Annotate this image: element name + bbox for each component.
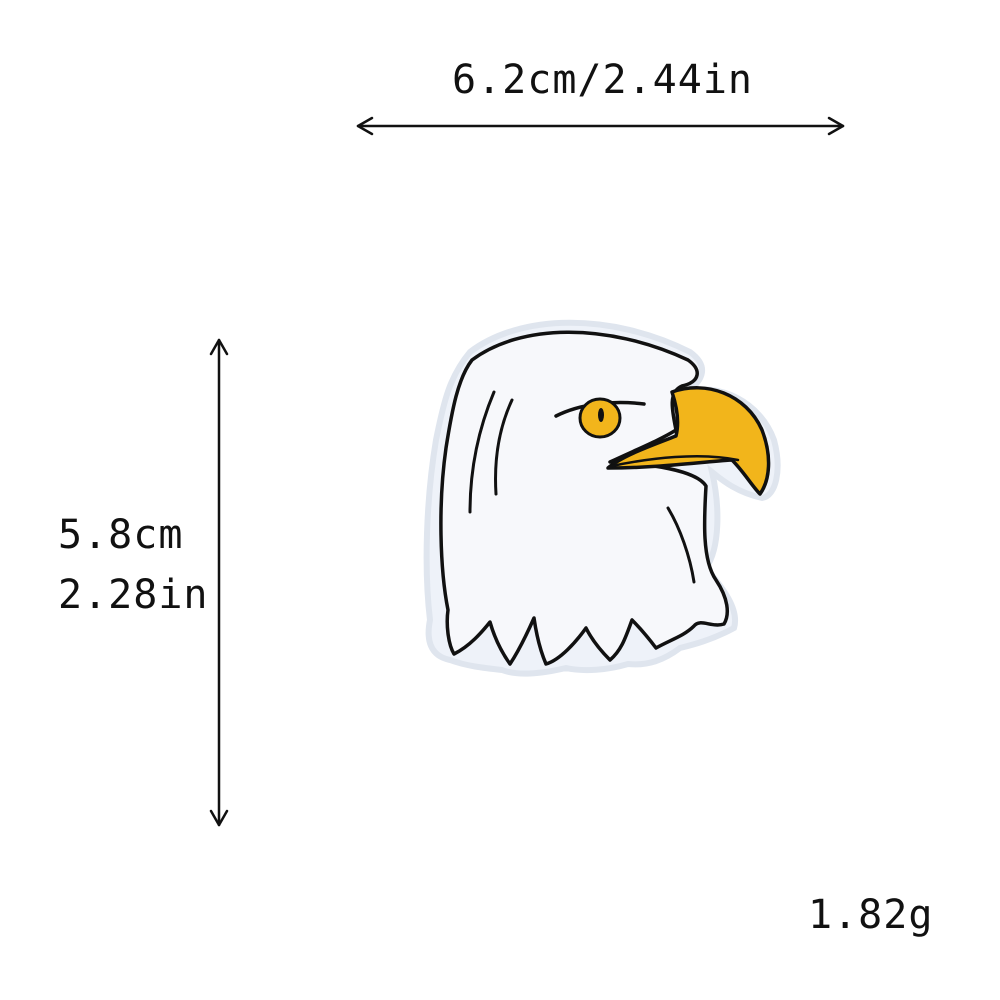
height-dimension-cm-label: 5.8cm xyxy=(58,512,184,558)
feather-lines xyxy=(468,390,696,584)
width-dimension-label: 6.2cm/2.44in xyxy=(452,57,753,103)
eagle-head xyxy=(439,330,730,666)
eagle-beak-line xyxy=(610,454,740,468)
height-arrow-icon xyxy=(209,338,229,827)
eagle-eye-icon xyxy=(578,397,622,439)
weight-label: 1.82g xyxy=(808,892,934,938)
height-dimension-in-label: 2.28in xyxy=(58,572,209,618)
width-arrow-icon xyxy=(356,116,845,136)
eagle-patch xyxy=(423,319,781,677)
